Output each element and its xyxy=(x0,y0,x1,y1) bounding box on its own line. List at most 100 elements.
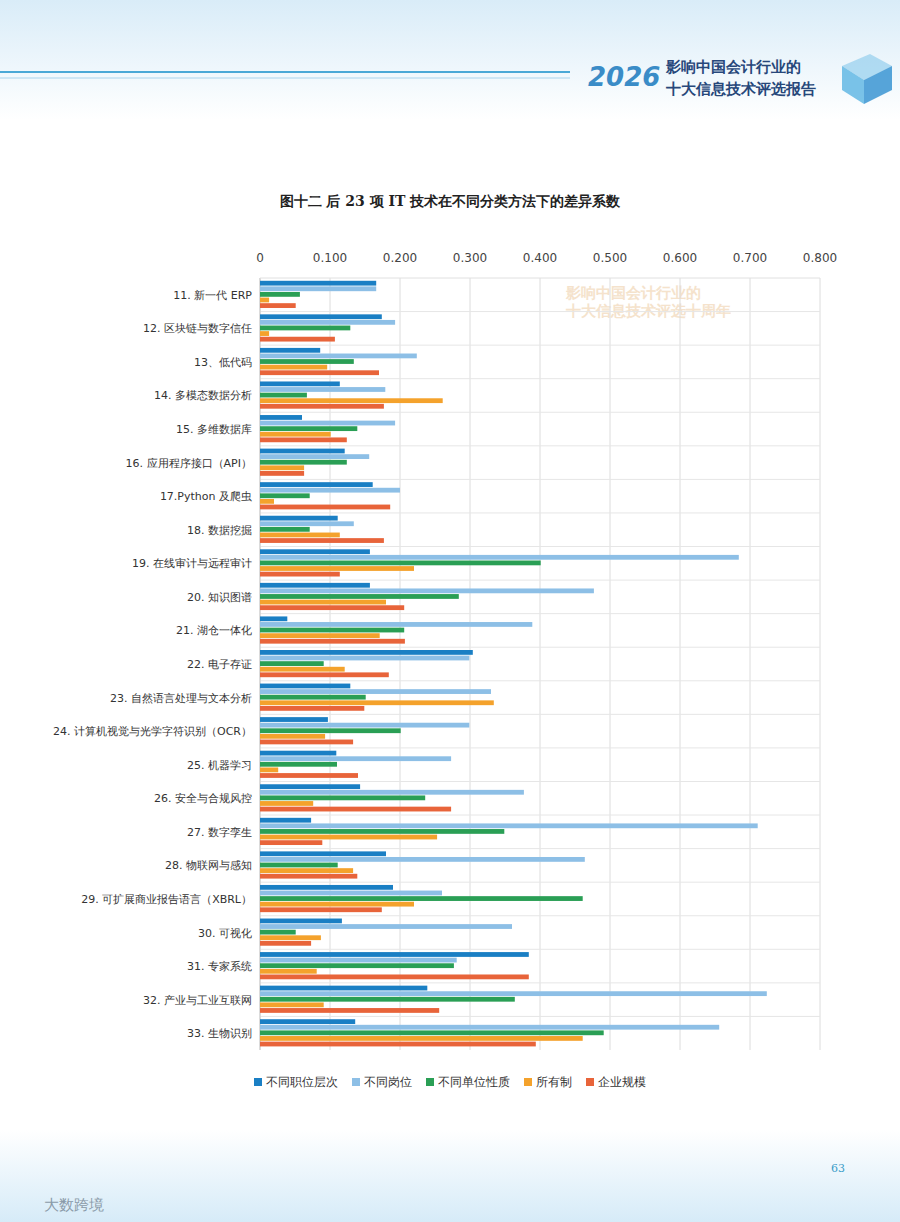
tick-label: 0 xyxy=(256,251,264,265)
bar xyxy=(260,365,327,370)
category-label: 12. 区块链与数字信任 xyxy=(143,322,252,335)
header-cube xyxy=(842,54,892,104)
bar xyxy=(260,488,400,493)
category-label: 20. 知识图谱 xyxy=(187,591,252,604)
legend-label: 不同职位层次 xyxy=(266,1075,338,1089)
bar xyxy=(260,851,386,856)
bar xyxy=(260,320,395,325)
group-separator xyxy=(260,915,820,916)
category-label: 31. 专家系统 xyxy=(187,960,252,973)
legend-item: 不同单位性质 xyxy=(426,1075,510,1089)
bar xyxy=(260,281,376,286)
bar xyxy=(260,381,340,386)
bar xyxy=(260,326,350,331)
bar xyxy=(260,555,739,560)
bar xyxy=(260,605,404,610)
bar xyxy=(260,885,393,890)
bar xyxy=(260,930,296,935)
grid-line xyxy=(400,278,401,1050)
bar xyxy=(260,700,494,705)
category-label: 13、低代码 xyxy=(194,356,252,369)
group-separator xyxy=(260,412,820,413)
category-label: 27. 数字孪生 xyxy=(187,826,252,839)
group-separator xyxy=(260,546,820,547)
bar xyxy=(260,471,304,476)
bar xyxy=(260,583,370,588)
bar xyxy=(260,588,594,593)
bar xyxy=(260,421,395,426)
bar xyxy=(260,415,302,420)
group-separator xyxy=(260,345,820,346)
grid-line xyxy=(680,278,681,1050)
legend: 不同职位层次 不同岗位不同单位性质 所有制 企业规模 xyxy=(254,1075,646,1089)
bar xyxy=(260,521,354,526)
bar xyxy=(260,924,512,929)
bar xyxy=(260,426,357,431)
bar xyxy=(260,863,338,868)
bar xyxy=(260,907,382,912)
bar xyxy=(260,549,370,554)
legend-swatch xyxy=(524,1078,532,1086)
bar xyxy=(260,689,491,694)
legend-swatch xyxy=(426,1078,434,1086)
bar xyxy=(260,449,345,454)
bar xyxy=(260,958,457,963)
bar xyxy=(260,661,324,666)
bar xyxy=(260,354,417,359)
bar xyxy=(260,857,585,862)
bar xyxy=(260,706,364,711)
grid-line xyxy=(540,278,541,1050)
legend-swatch xyxy=(586,1078,594,1086)
tick-label: 0.400 xyxy=(523,251,557,265)
bar xyxy=(260,370,379,375)
tick-label: 0.800 xyxy=(803,251,837,265)
category-label: 16. 应用程序接口（API） xyxy=(126,457,252,470)
bar xyxy=(260,751,336,756)
bar xyxy=(260,505,390,510)
bar xyxy=(260,561,541,566)
bar xyxy=(260,622,532,627)
bar xyxy=(260,1042,536,1047)
bar xyxy=(260,684,350,689)
group-separator xyxy=(260,747,820,748)
legend-label: 企业规模 xyxy=(598,1075,646,1089)
bars xyxy=(260,281,767,1047)
bar xyxy=(260,1030,604,1035)
header-rule xyxy=(0,78,570,79)
category-label: 15. 多维数据库 xyxy=(176,423,252,436)
group-separator xyxy=(260,647,820,648)
bar xyxy=(260,991,767,996)
bar xyxy=(260,482,373,487)
tick-label: 0.300 xyxy=(453,251,487,265)
bar xyxy=(260,1025,719,1030)
bar xyxy=(260,1019,355,1024)
bar xyxy=(260,974,529,979)
bar xyxy=(260,572,340,577)
bar xyxy=(260,656,469,661)
chart-title: 图十二 后 23 项 IT 技术在不同分类方法下的差异系数 xyxy=(280,193,622,209)
bar xyxy=(260,348,320,353)
bar xyxy=(260,292,300,297)
bar xyxy=(260,919,342,924)
bar xyxy=(260,493,310,498)
category-label: 30. 可视化 xyxy=(198,927,252,940)
bar xyxy=(260,499,274,504)
grid-line xyxy=(610,278,611,1050)
bar xyxy=(260,986,427,991)
group-separator xyxy=(260,680,820,681)
footer-mark: 大数跨境 xyxy=(44,1196,104,1214)
legend-label: 所有制 xyxy=(536,1075,572,1089)
header-title: 十大信息技术评选报告 xyxy=(665,80,816,98)
bar xyxy=(260,807,451,812)
bar xyxy=(260,891,442,896)
bar xyxy=(260,790,524,795)
bar xyxy=(260,767,278,772)
group-separator xyxy=(260,580,820,581)
category-label: 33. 生物识别 xyxy=(187,1027,252,1040)
bar xyxy=(260,963,454,968)
bar xyxy=(260,756,451,761)
bar xyxy=(260,773,358,778)
category-label: 21. 湖仓一体化 xyxy=(176,624,252,637)
legend-label: 不同岗位 xyxy=(364,1075,412,1089)
group-separator xyxy=(260,1016,820,1017)
